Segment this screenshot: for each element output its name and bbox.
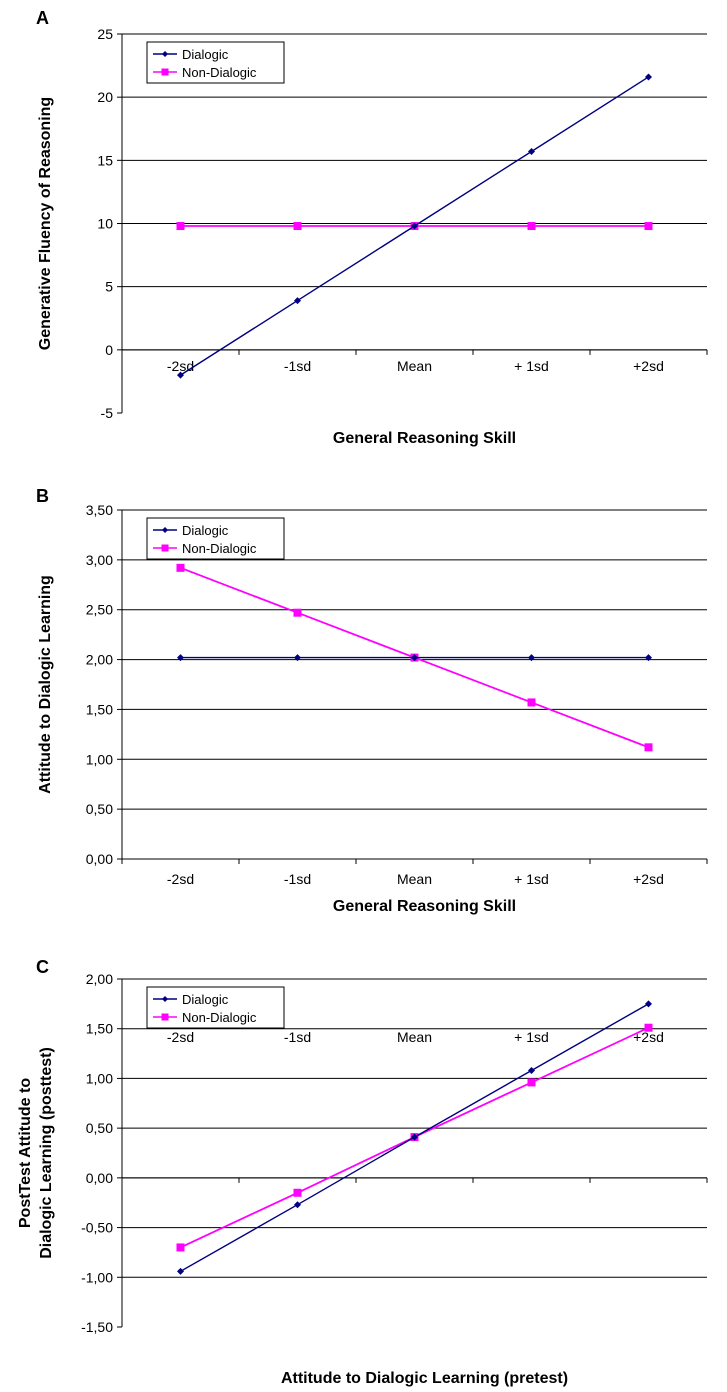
- y-tick-label: 1,00: [86, 751, 113, 767]
- data-point-non-dialogic: [644, 222, 653, 231]
- data-point-dialogic: [528, 147, 535, 155]
- panel-letter-a: A: [36, 8, 49, 28]
- legend-swatch-marker: [162, 51, 168, 57]
- data-point-dialogic: [528, 1066, 535, 1074]
- y-tick-label: 2,50: [86, 602, 113, 618]
- legend-swatch-marker: [161, 68, 169, 76]
- panel-letter-b: B: [36, 486, 49, 506]
- data-point-dialogic: [411, 1133, 418, 1141]
- legend-label: Non-Dialogic: [182, 1010, 257, 1025]
- y-tick-label: 0,50: [86, 1120, 113, 1136]
- y-tick-label: -1,50: [81, 1319, 113, 1335]
- y-tick-label: -5: [101, 405, 114, 421]
- legend-label: Non-Dialogic: [182, 541, 257, 556]
- data-point-dialogic: [645, 73, 652, 81]
- data-point-non-dialogic: [293, 1188, 302, 1197]
- y-tick-label: 25: [97, 26, 113, 42]
- legend-swatch-marker: [161, 1013, 169, 1021]
- data-point-non-dialogic: [293, 608, 302, 617]
- x-tick-label: -1sd: [284, 358, 311, 374]
- y-tick-label: 15: [97, 152, 113, 168]
- y-tick-label: 5: [105, 279, 113, 295]
- data-point-dialogic: [177, 1267, 184, 1275]
- y-axis-title: Generative Fluency of Reasoning: [37, 97, 54, 350]
- legend-label: Non-Dialogic: [182, 65, 257, 80]
- chart-panel-c: C -1,50 -1,00 -0,50 0,00 0,50 1,00 1,50 2,00 -2s…: [17, 957, 708, 1387]
- y-tick-label: 10: [97, 216, 113, 232]
- legend: [146, 41, 285, 84]
- legend-swatch-marker: [161, 544, 169, 552]
- x-tick-label: +2sd: [633, 1029, 664, 1045]
- y-axis-title: Dialogic Learning (posttest): [38, 1047, 55, 1259]
- y-tick-label: 3,50: [86, 502, 113, 518]
- data-point-dialogic: [528, 654, 535, 662]
- y-tick-label: 2,00: [86, 971, 113, 987]
- x-tick-label: + 1sd: [514, 1029, 549, 1045]
- data-point-dialogic: [294, 1201, 301, 1209]
- x-tick-label: Mean: [397, 871, 432, 887]
- y-tick-label: 0,00: [86, 1170, 113, 1186]
- y-tick-label: 1,50: [86, 701, 113, 717]
- x-tick-label: +2sd: [633, 871, 664, 887]
- x-tick-label: + 1sd: [514, 871, 549, 887]
- data-point-dialogic: [411, 222, 418, 230]
- legend-swatch-marker: [162, 996, 168, 1002]
- x-tick-label: -1sd: [284, 1029, 311, 1045]
- data-point-dialogic: [177, 654, 184, 662]
- data-point-non-dialogic: [527, 222, 536, 231]
- legend-label: Dialogic: [182, 47, 229, 62]
- y-tick-label: 0: [105, 342, 113, 358]
- x-tick-label: Mean: [397, 1029, 432, 1045]
- legend: [146, 517, 285, 560]
- data-point-dialogic: [411, 654, 418, 662]
- data-point-dialogic: [294, 297, 301, 305]
- data-point-dialogic: [177, 371, 184, 379]
- y-tick-label: 2,00: [86, 652, 113, 668]
- data-point-non-dialogic: [644, 1023, 653, 1032]
- y-tick-label: 0,00: [86, 851, 113, 867]
- x-axis-title: General Reasoning Skill: [333, 430, 516, 447]
- data-point-non-dialogic: [293, 222, 302, 231]
- x-axis-title: Attitude to Dialogic Learning (pretest): [281, 1370, 568, 1387]
- y-tick-label: -1,00: [81, 1269, 113, 1285]
- data-point-non-dialogic: [644, 743, 653, 752]
- legend-label: Dialogic: [182, 992, 229, 1007]
- y-tick-label: 20: [97, 89, 113, 105]
- data-point-non-dialogic: [527, 698, 536, 707]
- y-tick-label: 0,50: [86, 801, 113, 817]
- x-tick-label: + 1sd: [514, 358, 549, 374]
- x-tick-label: -2sd: [167, 1029, 194, 1045]
- x-tick-label: -2sd: [167, 871, 194, 887]
- y-axis-title: Attitude to Dialogic Learning: [37, 575, 54, 794]
- data-point-non-dialogic: [176, 222, 185, 231]
- data-point-dialogic: [645, 1000, 652, 1008]
- data-point-non-dialogic: [176, 563, 185, 572]
- y-tick-label: -0,50: [81, 1220, 113, 1236]
- panel-letter-c: C: [36, 957, 49, 977]
- x-axis-title: General Reasoning Skill: [333, 898, 516, 915]
- data-point-dialogic: [294, 654, 301, 662]
- x-tick-label: +2sd: [633, 358, 664, 374]
- y-tick-label: 1,00: [86, 1070, 113, 1086]
- x-tick-label: Mean: [397, 358, 432, 374]
- chart-panel-b: B 0,00 0,50 1,00 1,50 2,00 2,50 3,00 3,50 -2sd -1…: [36, 486, 708, 915]
- y-tick-label: 3,00: [86, 552, 113, 568]
- legend: [146, 986, 285, 1029]
- x-tick-label: -1sd: [284, 871, 311, 887]
- legend-swatch-marker: [162, 527, 168, 533]
- data-point-non-dialogic: [527, 1078, 536, 1087]
- y-axis-title: PostTest Attitude to: [17, 1078, 34, 1228]
- y-tick-label: 1,50: [86, 1021, 113, 1037]
- data-point-dialogic: [645, 654, 652, 662]
- data-point-non-dialogic: [176, 1243, 185, 1252]
- legend-label: Dialogic: [182, 523, 229, 538]
